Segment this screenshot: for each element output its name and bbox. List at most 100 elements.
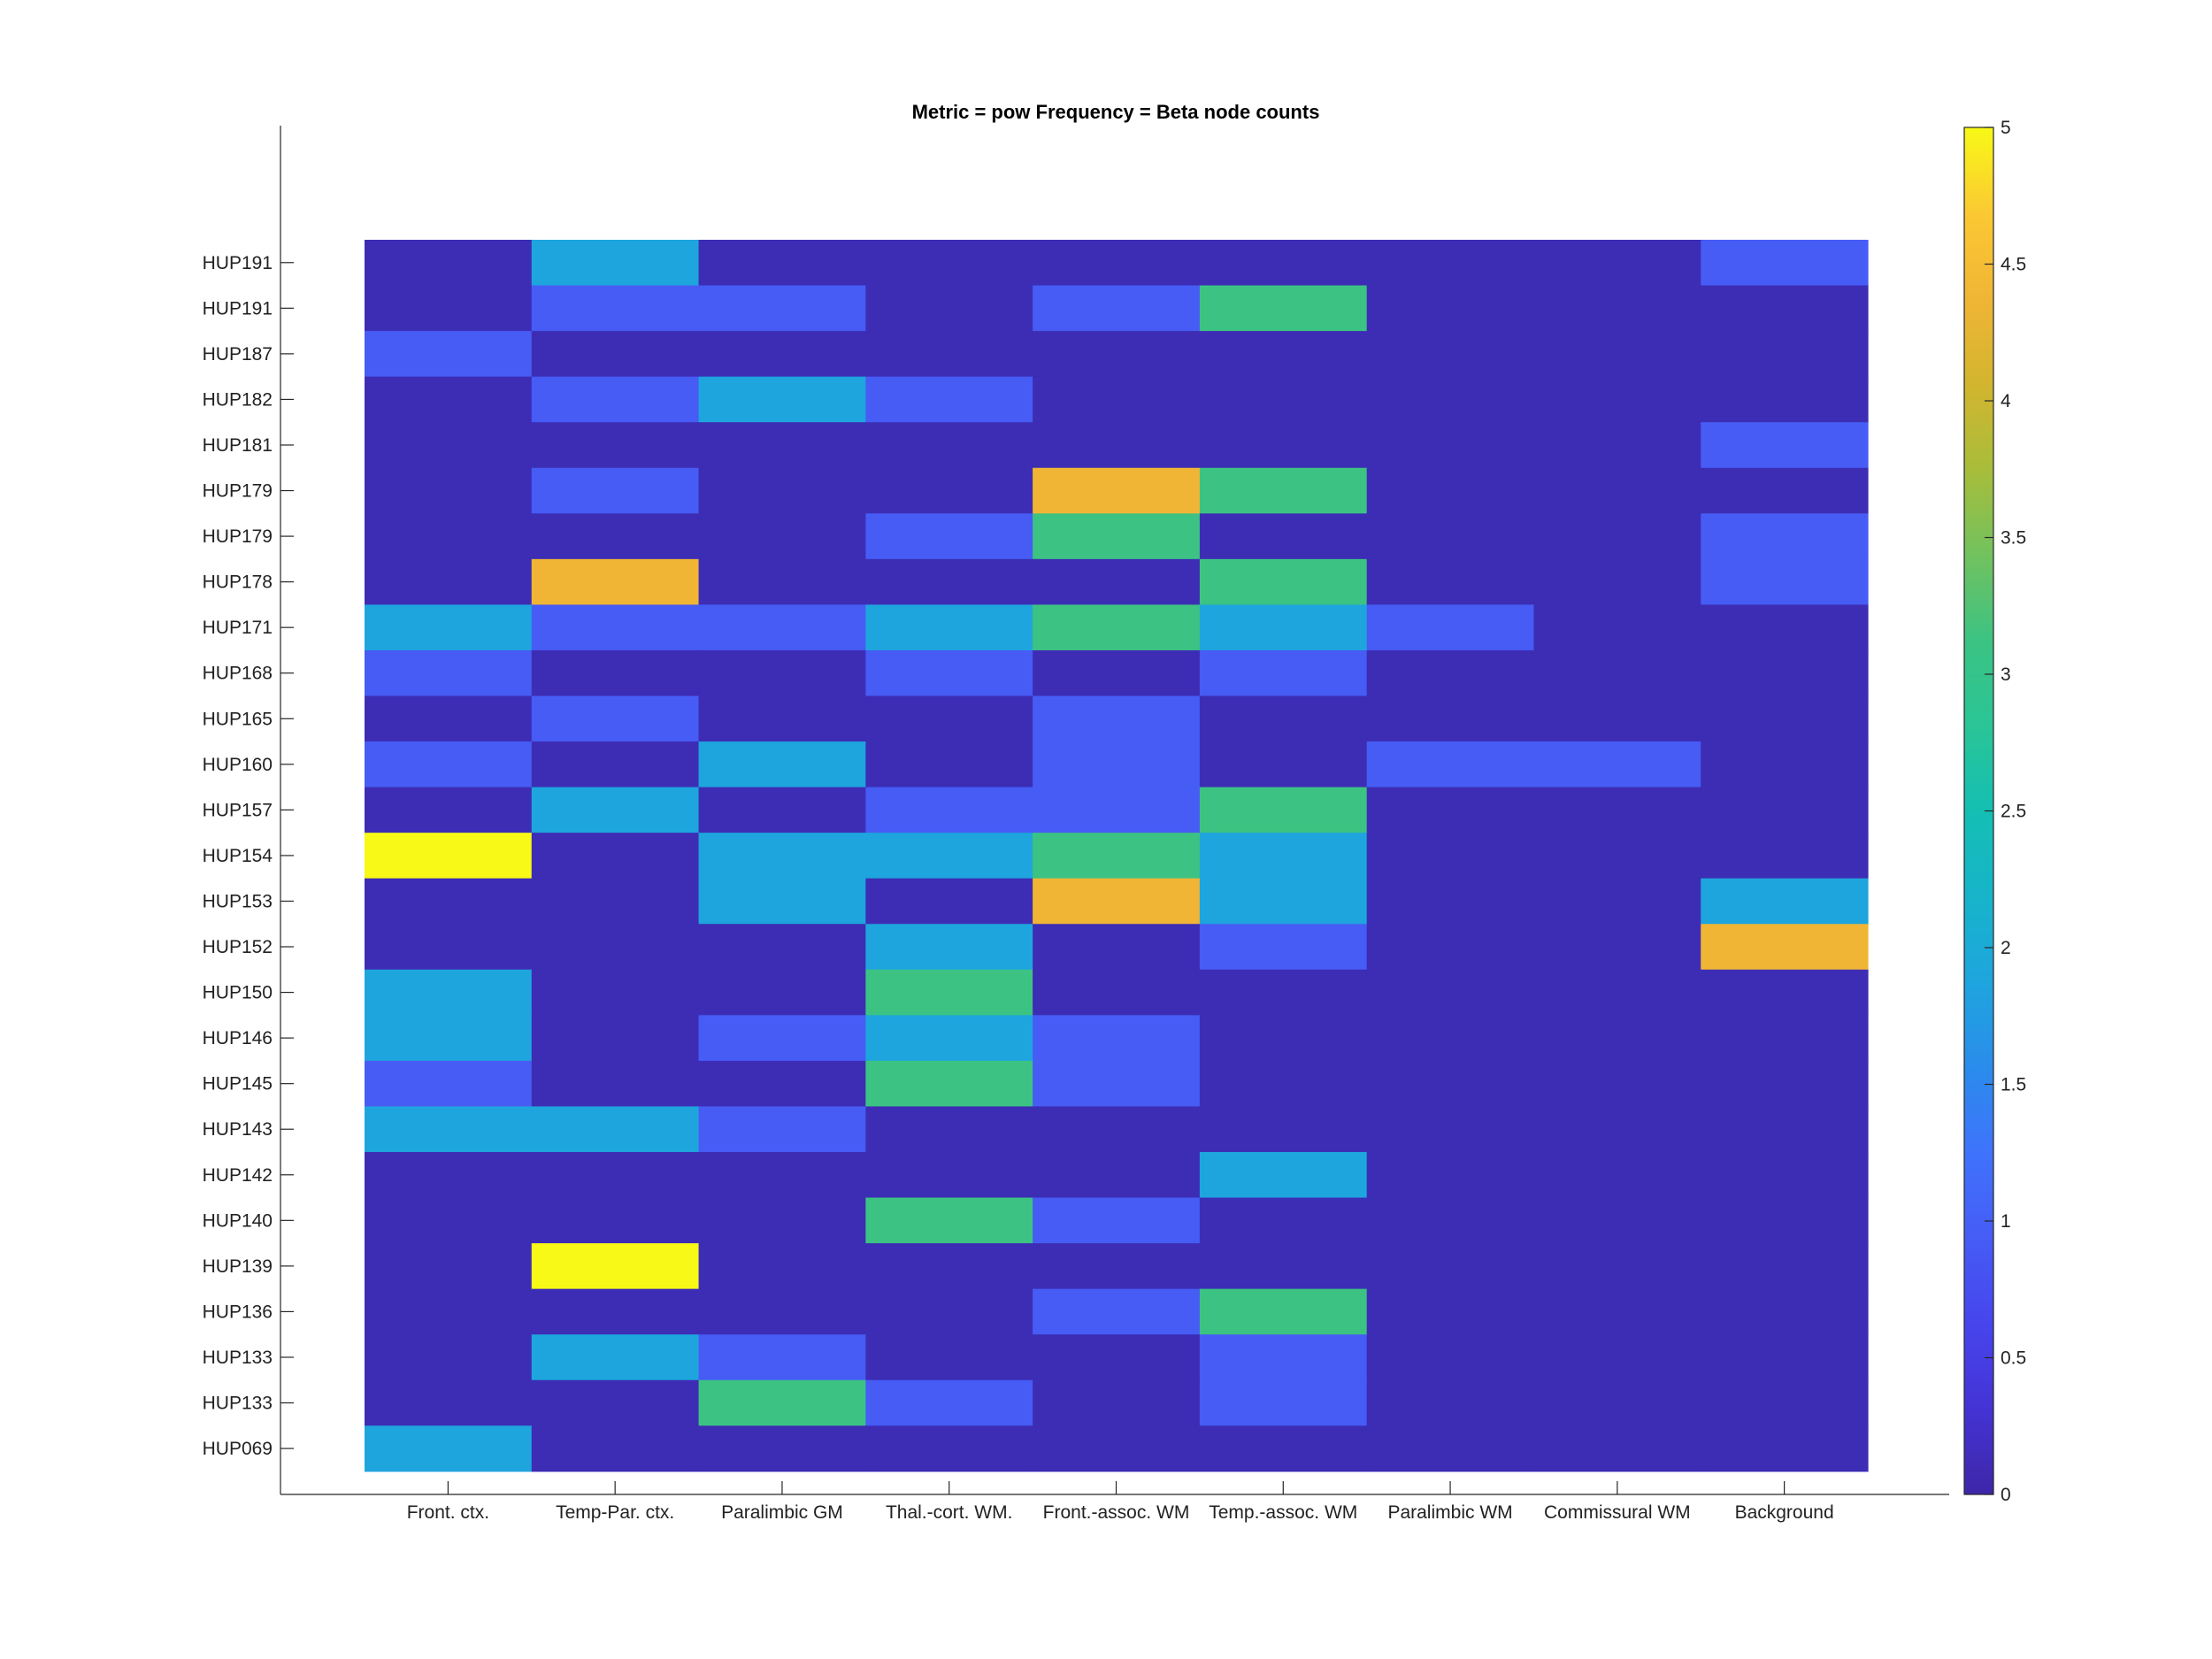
y-tick-label: HUP145 xyxy=(203,1074,273,1094)
heatmap-cell xyxy=(1533,422,1701,469)
heatmap-cell xyxy=(365,787,533,833)
heatmap-cell xyxy=(865,1288,1033,1335)
heatmap-cell xyxy=(1033,558,1201,605)
heatmap-cell xyxy=(698,787,866,833)
heatmap-cell xyxy=(1701,558,1869,605)
heatmap-cell xyxy=(865,331,1033,378)
heatmap-cell xyxy=(865,787,1033,833)
heatmap-cell xyxy=(1366,1334,1535,1381)
heatmap-cell xyxy=(1199,878,1368,925)
heatmap-cell xyxy=(1199,1334,1368,1381)
heatmap-cell xyxy=(1533,833,1701,879)
heatmap-cell xyxy=(1033,649,1201,697)
y-tick-label: HUP168 xyxy=(203,664,273,684)
heatmap-cell xyxy=(531,1379,700,1426)
y-tick-label: HUP191 xyxy=(203,298,273,319)
heatmap-cell xyxy=(1033,1425,1201,1472)
heatmap-cell xyxy=(1533,1197,1701,1244)
heatmap-cell xyxy=(698,422,866,469)
heatmap-cell xyxy=(531,513,700,560)
x-tick-label: Front. ctx. xyxy=(407,1502,489,1523)
y-tick-label: HUP178 xyxy=(203,572,273,593)
heatmap-cell xyxy=(1199,331,1368,378)
heatmap-cell xyxy=(1366,924,1535,971)
heatmap-cell xyxy=(1199,924,1368,971)
heatmap-cell xyxy=(1033,1243,1201,1290)
heatmap-cell xyxy=(531,604,700,651)
heatmap-cell xyxy=(865,467,1033,514)
heatmap-cell xyxy=(1366,1197,1535,1244)
y-tick-label: HUP179 xyxy=(203,481,273,502)
heatmap-cell xyxy=(865,422,1033,469)
colorbar-tick-label: 0 xyxy=(2001,1485,2011,1505)
heatmap-cell xyxy=(1366,1060,1535,1108)
heatmap-cell xyxy=(1701,924,1869,971)
heatmap-cell xyxy=(1199,422,1368,469)
y-tick-label: HUP142 xyxy=(203,1165,273,1186)
heatmap-cell xyxy=(1199,833,1368,879)
heatmap-cell xyxy=(1701,285,1869,332)
chart-title: Metric = pow Frequency = Beta node count… xyxy=(912,101,1320,123)
heatmap-cell xyxy=(1366,878,1535,925)
heatmap-cell xyxy=(1701,376,1869,423)
heatmap-cell xyxy=(698,376,866,423)
heatmap-cell xyxy=(1701,969,1869,1016)
heatmap-cell xyxy=(865,376,1033,423)
heatmap-cell xyxy=(365,833,533,879)
heatmap-cell xyxy=(1533,1106,1701,1153)
heatmap-cell xyxy=(698,513,866,560)
heatmap-cell xyxy=(365,513,533,560)
heatmap-cell xyxy=(531,1106,700,1153)
heatmap-cell xyxy=(531,558,700,605)
heatmap-cell xyxy=(365,1060,533,1108)
y-tick-label: HUP165 xyxy=(203,709,273,729)
heatmap-cell xyxy=(865,1197,1033,1244)
heatmap-cell xyxy=(1701,695,1869,742)
heatmap-cell xyxy=(1033,1197,1201,1244)
heatmap-cell xyxy=(1366,1288,1535,1335)
heatmap-cell xyxy=(365,1152,533,1199)
heatmap-cell xyxy=(698,1425,866,1472)
heatmap-cell xyxy=(1199,695,1368,742)
y-tick-label: HUP171 xyxy=(203,618,273,638)
heatmap-cell xyxy=(531,1060,700,1108)
heatmap-cell xyxy=(1199,376,1368,423)
heatmap-cell xyxy=(865,878,1033,925)
heatmap-cell xyxy=(1701,1243,1869,1290)
heatmap-cell xyxy=(1033,422,1201,469)
heatmap-cell xyxy=(365,240,533,287)
heatmap-cell xyxy=(1701,833,1869,879)
heatmap-cell xyxy=(1701,1015,1869,1062)
heatmap-cell xyxy=(1533,1015,1701,1062)
heatmap-cell xyxy=(531,787,700,833)
y-tick-label: HUP182 xyxy=(203,389,273,410)
heatmap-cell xyxy=(531,331,700,378)
y-tick-label: HUP146 xyxy=(203,1028,273,1048)
heatmap-cell xyxy=(1033,1152,1201,1199)
heatmap-cell xyxy=(1366,558,1535,605)
heatmap-cell xyxy=(365,969,533,1016)
heatmap-cell xyxy=(1366,467,1535,514)
heatmap-cell xyxy=(1533,1243,1701,1290)
heatmap-cell xyxy=(1701,787,1869,833)
heatmap-cell xyxy=(698,604,866,651)
heatmap-cell xyxy=(365,604,533,651)
colorbar-tick-label: 2 xyxy=(2001,938,2011,958)
heatmap-cell xyxy=(698,331,866,378)
heatmap-cell xyxy=(1033,240,1201,287)
heatmap-cell xyxy=(1199,969,1368,1016)
heatmap-cell xyxy=(1366,376,1535,423)
colorbar-tick-label: 5 xyxy=(2001,118,2011,138)
heatmap-cell xyxy=(1701,422,1869,469)
heatmap-cell xyxy=(698,1288,866,1335)
heatmap-cell xyxy=(1533,331,1701,378)
y-tick-label: HUP160 xyxy=(203,755,273,775)
heatmap-cell xyxy=(1199,741,1368,788)
heatmap-cell xyxy=(1533,513,1701,560)
heatmap-cell xyxy=(1033,285,1201,332)
heatmap-cell xyxy=(1533,924,1701,971)
y-tick-label: HUP152 xyxy=(203,937,273,957)
heatmap-cell xyxy=(365,695,533,742)
x-tick-label: Front.-assoc. WM xyxy=(1043,1502,1190,1523)
heatmap-cell xyxy=(1033,604,1201,651)
